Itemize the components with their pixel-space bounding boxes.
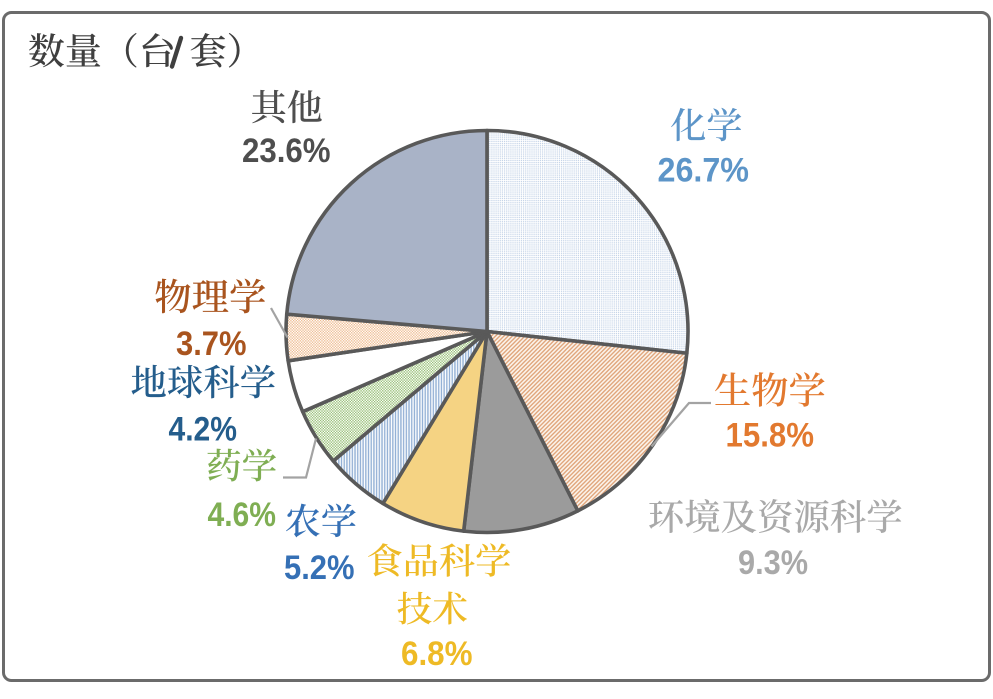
- svg-text:23.6%: 23.6%: [242, 132, 331, 170]
- svg-text:15.8%: 15.8%: [726, 417, 815, 455]
- svg-text:26.7%: 26.7%: [658, 152, 750, 190]
- svg-text:9.3%: 9.3%: [738, 544, 808, 582]
- svg-text:3.7%: 3.7%: [176, 325, 247, 363]
- svg-text:5.2%: 5.2%: [284, 549, 355, 587]
- svg-text:4.6%: 4.6%: [208, 496, 277, 534]
- svg-text:4.2%: 4.2%: [169, 411, 238, 449]
- svg-text:6.8%: 6.8%: [401, 635, 473, 673]
